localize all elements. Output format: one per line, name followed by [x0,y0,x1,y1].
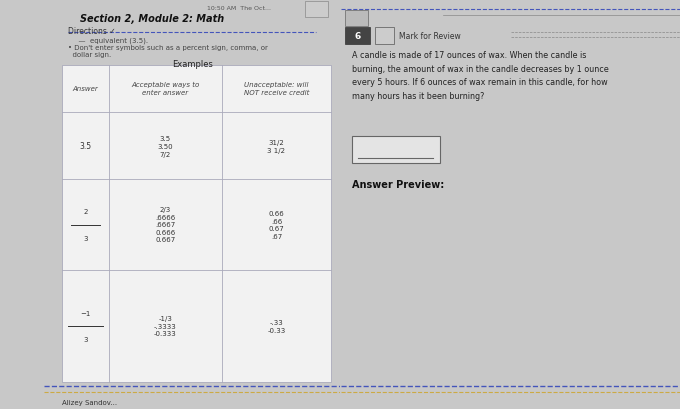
Text: —  equivalent (3.5).: — equivalent (3.5). [73,38,148,44]
Text: Examples: Examples [171,60,213,69]
Text: 2/3
.6666
.6667
0.666
0.667: 2/3 .6666 .6667 0.666 0.667 [155,207,175,243]
Text: 3: 3 [84,235,88,241]
FancyBboxPatch shape [375,28,394,45]
Bar [62,65,331,382]
FancyBboxPatch shape [345,28,370,45]
Text: 3.5: 3.5 [80,142,92,151]
Text: -.33
-0.33: -.33 -0.33 [267,319,286,333]
Text: 3.5
3.50
7/2: 3.5 3.50 7/2 [158,135,173,157]
FancyBboxPatch shape [345,11,369,27]
Text: 6: 6 [354,32,360,41]
Text: Section 2, Module 2: Math: Section 2, Module 2: Math [80,14,224,24]
Text: 10:50 AM  The Oct...: 10:50 AM The Oct... [207,6,271,11]
Text: Answer Preview:: Answer Preview: [352,180,444,190]
Text: Acceptable ways to
enter answer: Acceptable ways to enter answer [131,82,200,96]
Text: 2: 2 [84,209,88,215]
Text: Unacceptable: will
NOT receive credit: Unacceptable: will NOT receive credit [243,82,309,96]
Text: • Don't enter symbols such as a percent sign, comma, or: • Don't enter symbols such as a percent … [68,45,268,51]
Text: A candle is made of 17 ounces of wax. When the candle is
burning, the amount of : A candle is made of 17 ounces of wax. Wh… [352,51,609,101]
Text: 0.66
.66
0.67
.67: 0.66 .66 0.67 .67 [269,211,284,239]
Text: 3: 3 [84,336,88,342]
FancyBboxPatch shape [305,2,328,18]
Text: Alizey Sandov...: Alizey Sandov... [62,399,117,405]
FancyBboxPatch shape [352,137,439,164]
Text: Directions ✓: Directions ✓ [68,27,116,36]
Text: -1/3
-.3333
-0.333: -1/3 -.3333 -0.333 [154,316,177,337]
Text: dollar sign.: dollar sign. [68,52,111,58]
Text: Answer: Answer [73,86,99,92]
Text: 31/2
3 1/2: 31/2 3 1/2 [267,139,286,153]
Text: −1: −1 [80,310,91,316]
Text: Mark for Review: Mark for Review [399,32,460,41]
